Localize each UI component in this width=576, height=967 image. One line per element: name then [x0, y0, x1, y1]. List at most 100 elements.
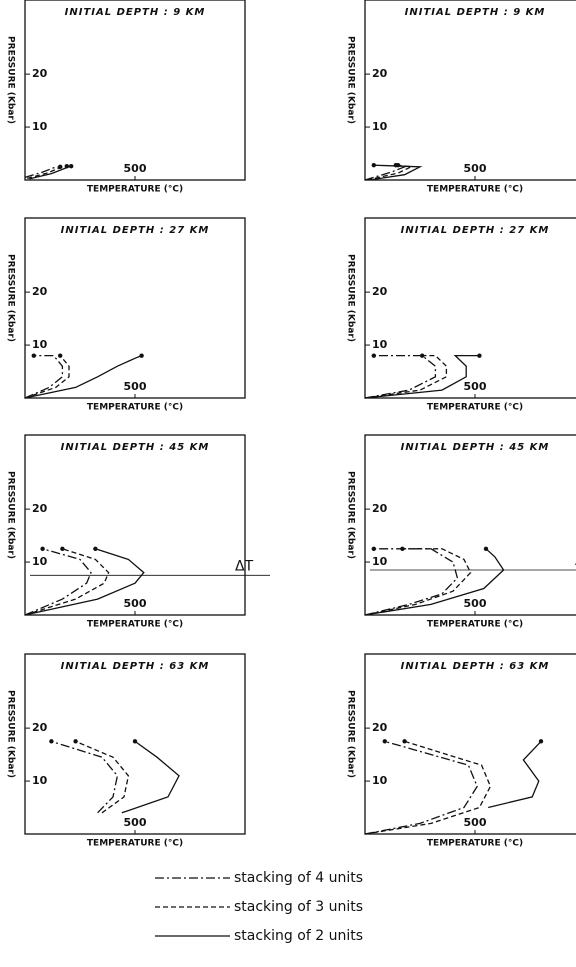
delta-t-label: ΔT — [235, 558, 254, 574]
y-tick-label: 10 — [32, 774, 48, 787]
y-tick-label: 20 — [372, 502, 388, 515]
end-point — [402, 739, 407, 744]
plot-frame — [364, 434, 576, 616]
pt-path — [24, 355, 70, 399]
pt-path — [364, 548, 505, 616]
panel-title: INITIAL DEPTH : 45 KM — [401, 442, 550, 453]
pt-path — [27, 165, 67, 180]
pt-path — [24, 548, 145, 616]
y-tick-label: 20 — [372, 67, 388, 80]
plot-frame — [364, 0, 576, 181]
pt-path — [24, 548, 92, 616]
legend-label: stacking of 2 units — [234, 928, 363, 944]
legend-label: stacking of 4 units — [234, 870, 363, 886]
panel-title: INITIAL DEPTH : 45 KM — [61, 442, 210, 453]
pt-path — [364, 548, 459, 616]
end-point — [132, 739, 138, 744]
y-axis-label: PRESSURE (Kbar) — [346, 36, 356, 124]
x-tick-label: 500 — [124, 597, 147, 610]
plot-frame — [24, 0, 246, 181]
pt-path — [24, 354, 142, 399]
y-tick-label: 20 — [32, 67, 48, 80]
y-tick-label: 10 — [32, 338, 48, 351]
pt-path — [364, 354, 437, 399]
x-axis-label: TEMPERATURE (°C) — [427, 839, 523, 849]
y-tick-label: 20 — [32, 721, 48, 734]
end-point — [93, 546, 98, 552]
plot-frame — [24, 653, 246, 835]
end-point — [483, 546, 489, 552]
x-axis-label: TEMPERATURE (°C) — [427, 620, 523, 630]
end-point — [538, 739, 544, 744]
panel-title: INITIAL DEPTH : 27 KM — [61, 225, 210, 236]
x-axis-label: TEMPERATURE (°C) — [427, 185, 523, 195]
end-point — [49, 739, 54, 744]
x-tick-label: 500 — [464, 597, 487, 610]
plot-frame — [24, 434, 246, 616]
panel-title: INITIAL DEPTH : 63 KM — [61, 661, 210, 672]
pt-path — [121, 740, 180, 814]
y-tick-label: 10 — [32, 555, 48, 568]
end-point — [400, 546, 405, 552]
pt-path — [29, 165, 72, 180]
end-point — [371, 353, 376, 358]
x-tick-label: 500 — [124, 380, 147, 393]
end-point — [382, 739, 387, 744]
x-tick-label: 500 — [464, 380, 487, 393]
end-point — [69, 164, 74, 169]
end-point — [31, 353, 36, 358]
end-point — [371, 162, 376, 168]
x-axis-label: TEMPERATURE (°C) — [87, 620, 183, 630]
end-point — [139, 353, 144, 358]
pt-path — [364, 740, 492, 835]
y-tick-label: 10 — [372, 555, 388, 568]
y-tick-label: 10 — [372, 338, 388, 351]
legend-label: stacking of 3 units — [234, 899, 363, 915]
end-point — [73, 739, 78, 744]
y-axis-label: PRESSURE (Kbar) — [6, 254, 16, 342]
end-point — [58, 353, 63, 358]
y-axis-label: PRESSURE (Kbar) — [6, 690, 16, 778]
x-tick-label: 500 — [464, 162, 487, 175]
plot-frame — [364, 217, 576, 399]
x-tick-label: 500 — [124, 162, 147, 175]
y-tick-label: 10 — [372, 774, 388, 787]
panel-title: INITIAL DEPTH : 27 KM — [401, 225, 550, 236]
pt-path — [24, 548, 110, 616]
panel-title: INITIAL DEPTH : 9 KM — [405, 7, 546, 18]
x-tick-label: 500 — [124, 816, 147, 829]
plot-frame — [24, 217, 246, 399]
pt-path — [364, 354, 448, 399]
y-axis-label: PRESSURE (Kbar) — [346, 690, 356, 778]
y-axis-label: PRESSURE (Kbar) — [346, 471, 356, 559]
y-axis-label: PRESSURE (Kbar) — [346, 254, 356, 342]
pt-path — [24, 354, 64, 399]
plot-frame — [364, 653, 576, 835]
y-axis-label: PRESSURE (Kbar) — [6, 471, 16, 559]
pt-path — [24, 166, 61, 179]
pt-path — [364, 354, 480, 399]
pt-path — [364, 740, 478, 835]
end-point — [60, 546, 65, 552]
pt-path — [488, 740, 542, 809]
x-tick-label: 500 — [464, 816, 487, 829]
pt-path — [364, 548, 472, 616]
y-tick-label: 10 — [32, 120, 48, 133]
panel-title: INITIAL DEPTH : 9 KM — [65, 7, 206, 18]
pt-path — [75, 740, 130, 814]
pt-path — [51, 740, 119, 814]
end-point — [40, 546, 45, 552]
end-point — [420, 353, 425, 358]
x-axis-label: TEMPERATURE (°C) — [87, 185, 183, 195]
pt-path — [369, 164, 423, 181]
x-axis-label: TEMPERATURE (°C) — [427, 403, 523, 413]
x-axis-label: TEMPERATURE (°C) — [87, 403, 183, 413]
panel-title: INITIAL DEPTH : 63 KM — [401, 661, 550, 672]
y-tick-label: 10 — [372, 120, 388, 133]
y-tick-label: 20 — [372, 721, 388, 734]
y-tick-label: 20 — [372, 285, 388, 298]
x-axis-label: TEMPERATURE (°C) — [87, 839, 183, 849]
end-point — [477, 353, 482, 358]
y-tick-label: 20 — [32, 502, 48, 515]
